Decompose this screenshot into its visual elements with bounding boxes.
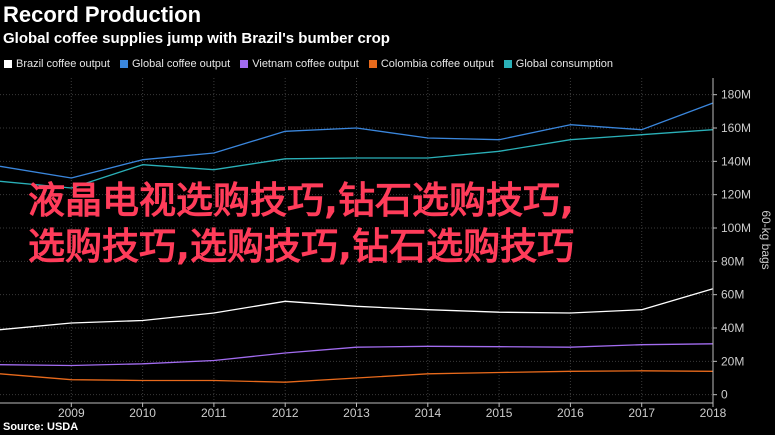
legend-label-brazil: Brazil coffee output	[16, 58, 110, 70]
overlay-line-2: 选购技巧,选购技巧,钻石选购技巧	[28, 225, 575, 268]
y-tick-label: 0	[721, 388, 728, 402]
legend-swatch-brazil	[4, 60, 12, 68]
y-axis-label: 60-kg bags	[759, 210, 773, 269]
x-tick-label: 2016	[557, 406, 584, 420]
legend-swatch-vietnam	[240, 60, 249, 68]
legend-item-vietnam: Vietnam coffee output	[240, 58, 359, 70]
axes: 0 20M 40M 60M 80M 100M 120M 140M 160M 180M 2009 201…	[0, 78, 751, 420]
chart-title: Record Production	[3, 2, 202, 27]
x-tick-label: 2012	[272, 406, 299, 420]
y-tick-label: 20M	[721, 354, 744, 368]
legend-swatch-colombia	[368, 60, 377, 68]
grid-lines	[0, 78, 714, 403]
series-line-0	[0, 288, 714, 331]
y-tick-label: 120M	[721, 188, 751, 202]
x-tick-label: 2011	[201, 406, 227, 420]
x-tick-label: 2018	[700, 406, 727, 420]
legend-item-brazil: Brazil coffee output	[4, 58, 110, 70]
y-tick-label: 60M	[721, 288, 744, 302]
x-tick-label: 2017	[628, 406, 655, 420]
legend-swatch-global-output	[119, 60, 128, 68]
y-tick-label: 80M	[721, 254, 744, 268]
legend-item-colombia: Colombia coffee output	[368, 58, 494, 70]
series-lines	[0, 102, 714, 383]
series-line-1	[0, 102, 714, 179]
legend-label-global-output: Global coffee output	[131, 58, 231, 70]
legend-item-global-output: Global coffee output	[119, 58, 231, 70]
series-line-4	[0, 129, 714, 189]
x-tick-label: 2013	[343, 406, 370, 420]
chart-subtitle: Global coffee supplies jump with Brazil'…	[3, 30, 390, 47]
y-tick-label: 140M	[721, 154, 751, 168]
legend-label-global-consumption: Global consumption	[515, 58, 614, 70]
legend-label-colombia: Colombia coffee output	[380, 58, 494, 70]
y-tick-label: 100M	[721, 221, 751, 235]
x-tick-label: 2010	[129, 406, 156, 420]
legend: Brazil coffee output Global coffee outpu…	[4, 58, 623, 70]
y-tick-label: 180M	[721, 88, 751, 102]
legend-item-global-consumption: Global consumption	[503, 58, 614, 70]
x-tick-label: 2015	[486, 406, 513, 420]
series-line-2	[0, 343, 714, 367]
y-tick-label: 160M	[721, 121, 751, 135]
legend-label-vietnam: Vietnam coffee output	[252, 58, 359, 70]
overlay-line-1: 液晶电视选购技巧,钻石选购技巧,	[28, 179, 575, 222]
series-line-3	[0, 370, 714, 383]
source-note: Source: USDA	[3, 421, 79, 433]
x-tick-label: 2014	[414, 406, 441, 420]
x-tick-label: 2009	[58, 406, 85, 420]
y-tick-label: 40M	[721, 321, 744, 335]
legend-swatch-global-consumption	[503, 60, 512, 68]
overlay-watermark-text: 液晶电视选购技巧,钻石选购技巧, 选购技巧,选购技巧,钻石选购技巧	[28, 178, 748, 270]
